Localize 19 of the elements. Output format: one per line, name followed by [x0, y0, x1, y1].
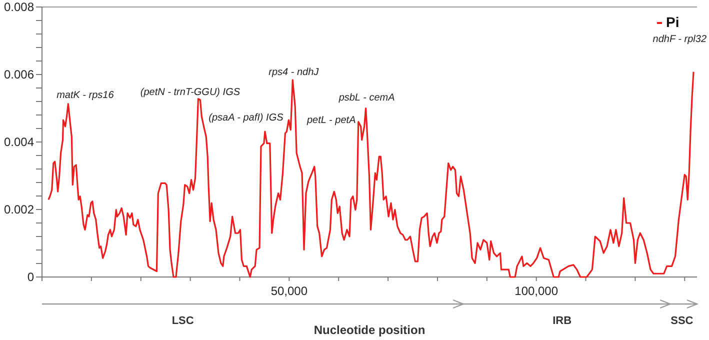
annotation: ndhF - rpl32	[652, 34, 707, 45]
annotation: (psaA - pafI) IGS	[208, 112, 284, 124]
text: LSC	[172, 315, 194, 327]
text: SSC	[670, 315, 694, 327]
annotation: petL - petA	[306, 114, 356, 126]
legend-label: Pi	[666, 14, 680, 30]
annotation: matK - rps16	[56, 90, 114, 101]
y-tick-label: 0	[27, 270, 34, 284]
text: IRB	[552, 315, 572, 327]
y-tick-label: 0.006	[4, 68, 34, 82]
x-tick-label: 50,000	[270, 284, 308, 298]
annotation: rps4 - ndhJ	[268, 66, 320, 78]
y-tick-label: 0.002	[4, 202, 34, 216]
y-tick-label: 0.008	[4, 0, 34, 14]
annotation: (petN - trnT-GGU) IGS	[140, 86, 240, 98]
x-tick-label: 100,000	[514, 284, 558, 298]
x-axis-title: Nucleotide position	[314, 323, 426, 337]
annotation: psbL - cemA	[338, 92, 396, 104]
y-tick-label: 0.004	[4, 135, 34, 149]
